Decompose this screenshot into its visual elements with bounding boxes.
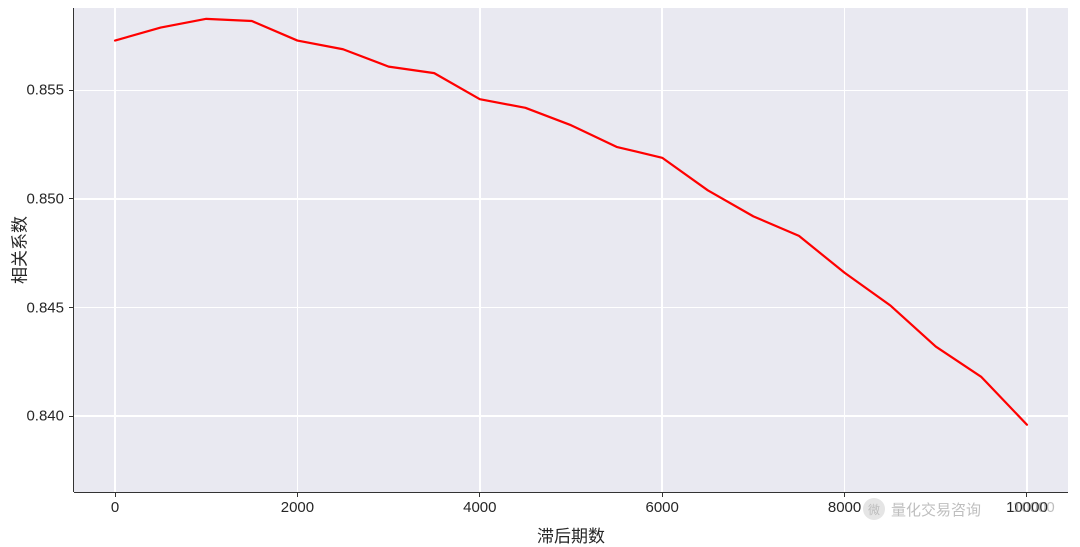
x-tick-label: 6000	[646, 499, 679, 516]
figure: 0 2000 4000 6000 8000 10000 0.840 0.845 0.850 0.…	[0, 0, 1080, 547]
x-tick-mark	[297, 492, 298, 497]
y-tick-label: 0.855	[26, 82, 64, 99]
x-tick-mark	[844, 492, 845, 497]
y-tick-label: 0.840	[26, 408, 64, 425]
y-tick-mark	[69, 416, 74, 417]
y-tick-mark	[69, 90, 74, 91]
x-tick-label: 2000	[281, 499, 314, 516]
x-tick-mark	[115, 492, 116, 497]
x-tick-label: 8000	[828, 499, 861, 516]
x-tick-mark	[662, 492, 663, 497]
series-line	[0, 0, 1080, 547]
x-tick-label: 0	[111, 499, 119, 516]
y-tick-label: 0.845	[26, 299, 64, 316]
x-tick-label: 4000	[463, 499, 496, 516]
x-tick-mark	[1026, 492, 1027, 497]
x-axis-label: 滞后期数	[537, 522, 605, 547]
y-axis-label: 相关系数	[6, 216, 31, 284]
y-tick-mark	[69, 307, 74, 308]
x-tick-mark	[479, 492, 480, 497]
watermark-text: 量化交易咨询	[891, 499, 981, 520]
watermark: 微 量化交易咨询	[863, 498, 981, 520]
watermark-icon: 微	[863, 498, 885, 520]
series-path-correlation	[115, 19, 1027, 425]
y-tick-label: 0.850	[26, 190, 64, 207]
spine-left	[73, 8, 74, 492]
spine-bottom	[74, 492, 1068, 493]
y-tick-mark	[69, 198, 74, 199]
watermark-extra: 10000	[1013, 499, 1055, 516]
